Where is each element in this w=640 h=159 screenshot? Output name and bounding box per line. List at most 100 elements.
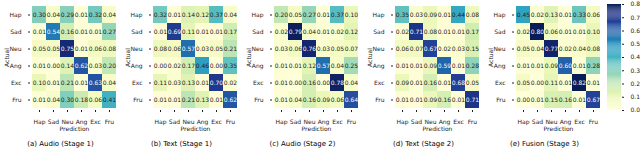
svg-text:0.80: 0.80 — [531, 28, 545, 35]
svg-text:Actual: Actual — [3, 48, 10, 67]
svg-text:0.01: 0.01 — [317, 11, 331, 18]
svg-text:0.01: 0.01 — [154, 96, 168, 103]
svg-text:0.02: 0.02 — [275, 28, 289, 35]
svg-text:0.76: 0.76 — [303, 45, 317, 52]
svg-text:0.78: 0.78 — [331, 79, 345, 86]
svg-text:Neu: Neu — [131, 45, 143, 52]
svg-text:0.13: 0.13 — [545, 11, 559, 18]
svg-text:0.01: 0.01 — [75, 79, 89, 86]
svg-text:0.27: 0.27 — [103, 28, 117, 35]
svg-text:0.01: 0.01 — [75, 45, 89, 52]
svg-text:0.05: 0.05 — [210, 45, 224, 52]
svg-text:0.16: 0.16 — [303, 96, 317, 103]
svg-text:Sad: Sad — [252, 28, 263, 35]
svg-text:Sad: Sad — [169, 118, 180, 125]
svg-text:Fru: Fru — [347, 118, 356, 125]
svg-text:0.02: 0.02 — [331, 28, 345, 35]
svg-text:0.08: 0.08 — [587, 45, 601, 52]
svg-text:0.01: 0.01 — [317, 28, 331, 35]
svg-text:0.03: 0.03 — [275, 45, 289, 52]
svg-text:0.01: 0.01 — [33, 96, 47, 103]
svg-text:Hap: Hap — [397, 118, 409, 126]
svg-text:0.01: 0.01 — [396, 62, 410, 69]
svg-text:0.13: 0.13 — [182, 79, 196, 86]
svg-text:Hap: Hap — [131, 11, 143, 19]
svg-text:0.04: 0.04 — [345, 79, 359, 86]
svg-text:0.01: 0.01 — [438, 28, 452, 35]
svg-text:0.01: 0.01 — [410, 79, 424, 86]
svg-text:0.04: 0.04 — [224, 11, 238, 18]
svg-text:0.03: 0.03 — [317, 45, 331, 52]
svg-text:0.20: 0.20 — [275, 11, 289, 18]
svg-text:0.01: 0.01 — [410, 62, 424, 69]
svg-text:Sad: Sad — [411, 118, 422, 125]
svg-text:0.01: 0.01 — [410, 96, 424, 103]
svg-text:Ang: Ang — [131, 62, 143, 70]
svg-text:0.01: 0.01 — [452, 62, 466, 69]
svg-text:0.29: 0.29 — [61, 11, 75, 18]
svg-text:0.01: 0.01 — [438, 11, 452, 18]
svg-text:0.44: 0.44 — [452, 11, 466, 18]
svg-text:Hap: Hap — [494, 11, 506, 19]
svg-text:0.08: 0.08 — [466, 11, 480, 18]
svg-text:0.02: 0.02 — [531, 11, 545, 18]
svg-text:0.07: 0.07 — [410, 45, 424, 52]
svg-text:0.21: 0.21 — [224, 45, 238, 52]
svg-text:0.45: 0.45 — [517, 11, 531, 18]
svg-text:0.5: 0.5 — [631, 40, 640, 47]
svg-text:0.05: 0.05 — [517, 45, 531, 52]
svg-text:0.03: 0.03 — [452, 45, 466, 52]
svg-text:0.04: 0.04 — [303, 28, 317, 35]
svg-text:0.4: 0.4 — [631, 53, 640, 60]
svg-text:0.09: 0.09 — [545, 62, 559, 69]
svg-text:0.64: 0.64 — [345, 96, 359, 103]
svg-text:0.01: 0.01 — [275, 96, 289, 103]
svg-text:0.06: 0.06 — [331, 96, 345, 103]
svg-text:0.02: 0.02 — [224, 79, 238, 86]
svg-text:0.69: 0.69 — [168, 28, 182, 35]
svg-text:0.11: 0.11 — [182, 28, 196, 35]
svg-text:0.12: 0.12 — [303, 62, 317, 69]
svg-text:0.67: 0.67 — [424, 45, 438, 52]
svg-text:Ang: Ang — [252, 62, 264, 70]
svg-text:0.04: 0.04 — [331, 62, 345, 69]
svg-text:0.05: 0.05 — [517, 79, 531, 86]
svg-text:Prediction: Prediction — [60, 125, 90, 132]
svg-text:Fru: Fru — [133, 96, 142, 103]
svg-text:Ang: Ang — [10, 62, 22, 70]
svg-text:Sad: Sad — [10, 28, 21, 35]
svg-text:0.30: 0.30 — [33, 11, 47, 18]
svg-text:0.06: 0.06 — [396, 45, 410, 52]
svg-text:0.21: 0.21 — [61, 79, 75, 86]
svg-text:0.10: 0.10 — [345, 11, 359, 18]
svg-text:0.70: 0.70 — [210, 79, 224, 86]
svg-text:Ang: Ang — [494, 62, 506, 70]
svg-text:Exc: Exc — [211, 118, 222, 125]
svg-text:Neu: Neu — [10, 45, 22, 52]
svg-text:0.60: 0.60 — [559, 62, 573, 69]
svg-text:0.04: 0.04 — [47, 11, 61, 18]
svg-text:0.1: 0.1 — [631, 93, 640, 100]
svg-text:0.01: 0.01 — [33, 62, 47, 69]
svg-text:0.01: 0.01 — [573, 28, 587, 35]
svg-text:0.01: 0.01 — [168, 96, 182, 103]
svg-text:0.08: 0.08 — [424, 28, 438, 35]
svg-text:0.01: 0.01 — [517, 62, 531, 69]
svg-text:Prediction: Prediction — [423, 125, 453, 132]
svg-text:Hap: Hap — [34, 118, 46, 126]
svg-text:0.02: 0.02 — [438, 45, 452, 52]
svg-text:0.01: 0.01 — [275, 62, 289, 69]
svg-text:0.28: 0.28 — [466, 62, 480, 69]
svg-text:0.09: 0.09 — [424, 96, 438, 103]
svg-text:Fru: Fru — [468, 118, 477, 125]
svg-text:0.09: 0.09 — [424, 62, 438, 69]
svg-text:0.01: 0.01 — [168, 11, 182, 18]
svg-text:0.75: 0.75 — [61, 45, 75, 52]
svg-text:Neu: Neu — [494, 45, 506, 52]
svg-text:Exc: Exc — [90, 118, 101, 125]
svg-text:0.20: 0.20 — [103, 62, 117, 69]
svg-text:0.00: 0.00 — [517, 96, 531, 103]
svg-text:Exc: Exc — [374, 79, 385, 86]
svg-text:0.04: 0.04 — [289, 96, 303, 103]
svg-text:0.2: 0.2 — [631, 80, 640, 87]
